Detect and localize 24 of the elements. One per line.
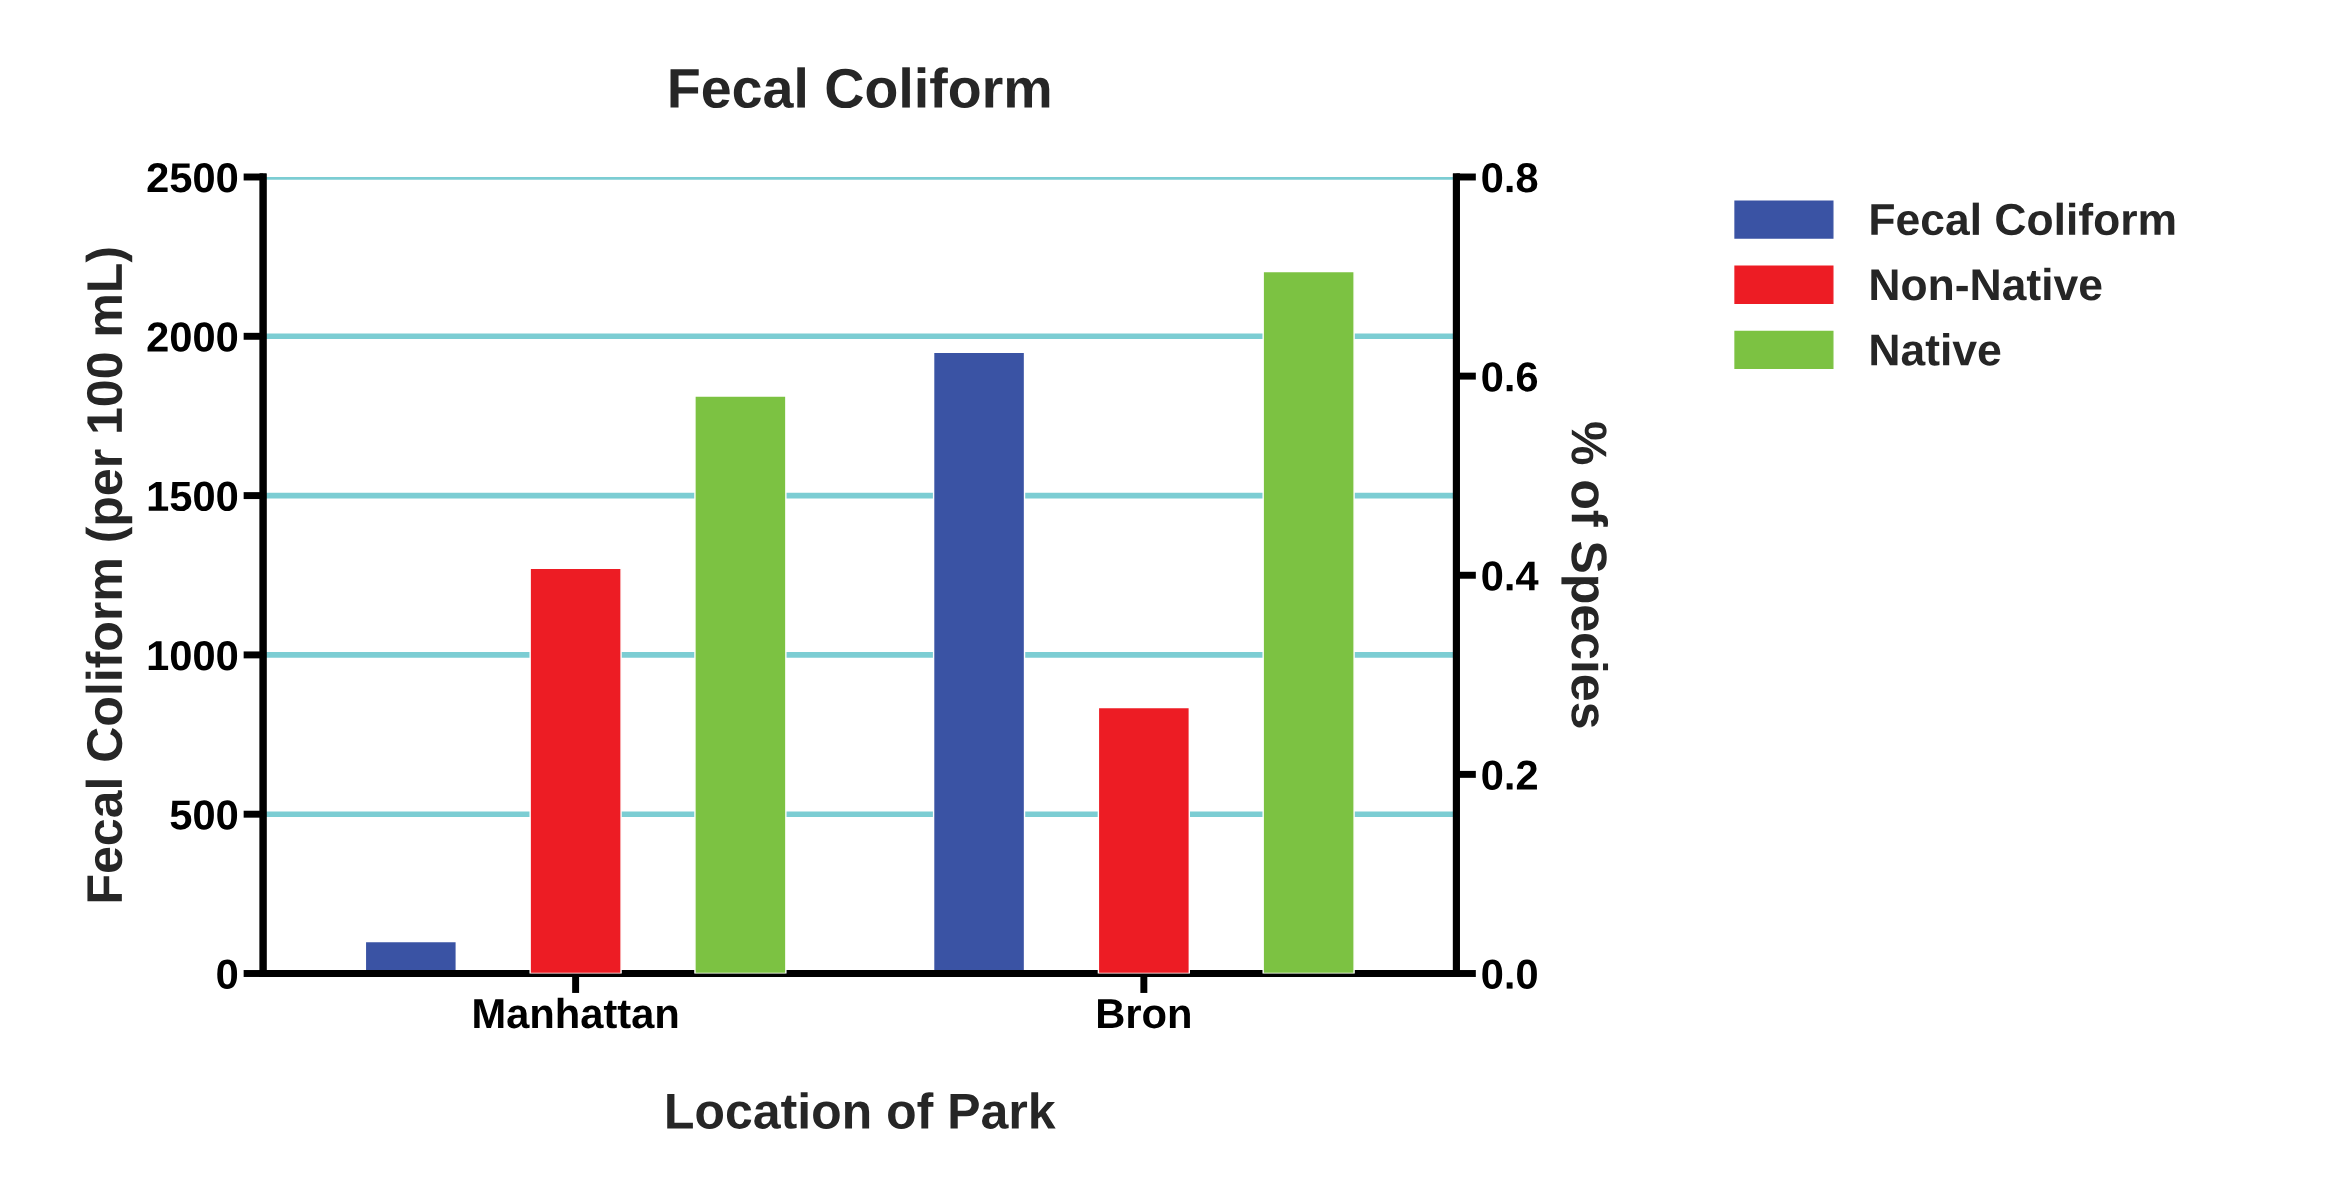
- y2-tick-label: 0.8: [1482, 163, 1538, 193]
- x-tick-label: Bron: [1098, 999, 1190, 1029]
- y2-tick-label: 0.0: [1482, 959, 1537, 990]
- y-tick-label: 500: [170, 800, 238, 830]
- legend-label: Fecal Coliform: [1871, 202, 2175, 236]
- y2-tick-label: 0.6: [1482, 362, 1538, 392]
- legend-label: Native: [1871, 333, 2001, 366]
- y2-tick-label: 0.4: [1482, 561, 1539, 591]
- y2-tick-label: 0.2: [1482, 760, 1537, 790]
- y-tick-label: 0: [217, 959, 238, 990]
- chart-title: Fecal Coliform: [670, 67, 1050, 109]
- y-axis-title: Fecal Coliform (per 100 mL): [85, 248, 133, 902]
- bar: [694, 395, 787, 974]
- y2-axis-title: % of Species: [1561, 422, 1609, 728]
- y-tick-label: 1500: [148, 481, 238, 512]
- y-tick-label: 1000: [148, 640, 238, 671]
- y-tick-label: 2500: [147, 163, 238, 193]
- bar: [1097, 706, 1191, 974]
- bar: [529, 567, 622, 974]
- x-axis-title: Location of Park: [667, 1092, 1056, 1129]
- bar: [1262, 270, 1355, 974]
- legend-label: Non-Native: [1871, 267, 2102, 301]
- x-tick-label: Manhattan: [474, 997, 678, 1029]
- y-tick-label: 2000: [147, 322, 238, 352]
